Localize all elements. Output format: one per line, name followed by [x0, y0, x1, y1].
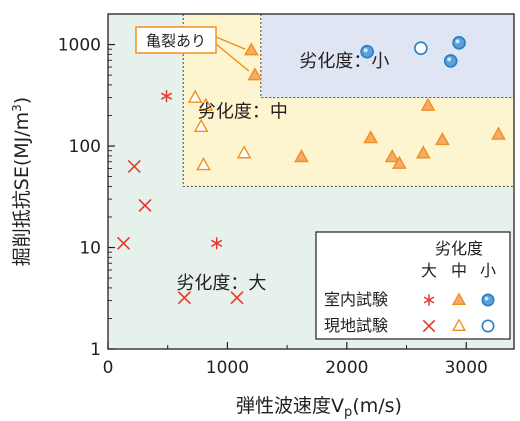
point-x-3 — [138, 198, 152, 212]
legend-column-1: 大 — [421, 261, 437, 280]
point-triangle-filled-1 — [243, 42, 259, 56]
zone-small-boundary — [260, 14, 514, 99]
point-x-5 — [230, 291, 244, 305]
point-triangle-filled-7 — [415, 145, 431, 159]
legend-marker-triangle-open — [451, 318, 467, 332]
point-triangle-filled-6 — [391, 155, 407, 169]
legend-marker-circle-open — [481, 319, 495, 333]
x-tick-label-4: 3000 — [445, 358, 488, 378]
point-triangle-filled-9 — [434, 131, 450, 146]
legend-column-3: 小 — [480, 261, 496, 280]
point-triangle-filled-2 — [247, 67, 263, 81]
x-axis-title-main: 弾性波速度V — [236, 395, 344, 417]
legend-marker-x — [422, 319, 436, 333]
axes — [107, 13, 515, 350]
point-circle-filled-1 — [360, 44, 374, 59]
point-triangle-open-4 — [196, 157, 211, 171]
point-circle-filled-3 — [452, 36, 466, 50]
point-circle-open-1 — [414, 41, 428, 56]
legend-box — [315, 231, 511, 340]
point-triangle-open-3 — [198, 97, 214, 111]
point-triangle-filled-5 — [384, 149, 400, 163]
marker-stroke — [422, 319, 436, 333]
x-axis-title: 弾性波速度Vp(m/s) — [236, 395, 402, 420]
y-axis-title: 掘削抵抗SE(MJ/m3) — [10, 97, 33, 266]
point-circle-filled-2-highlight — [447, 57, 452, 62]
point-triangle-open-1 — [187, 89, 203, 103]
point-triangle-filled-8 — [420, 97, 436, 111]
point-triangle-open-5 — [236, 145, 252, 159]
point-triangle-open-2 — [193, 118, 209, 132]
marker-stroke — [423, 296, 435, 304]
x-tick-label-1: 0 — [103, 358, 114, 378]
plot-frame — [107, 13, 515, 350]
point-circle-filled-2 — [443, 54, 458, 68]
zone-label-1: 劣化度：大 — [176, 273, 266, 294]
callout-box — [135, 26, 217, 54]
zone-small-region — [260, 14, 514, 98]
marker-stroke — [177, 291, 191, 305]
legend-marker-asterisk — [423, 294, 435, 306]
point-circle-filled-1-highlight — [363, 48, 368, 53]
x-tick-label-3: 2000 — [325, 358, 368, 378]
point-circle-filled-3-highlight — [455, 39, 460, 44]
callout-text: 亀裂あり — [146, 32, 206, 50]
marker-stroke — [138, 198, 152, 212]
point-triangle-filled-4 — [363, 130, 379, 144]
point-asterisk-1 — [160, 90, 173, 103]
point-x-2 — [127, 159, 141, 173]
y-axis-title-sup: 3 — [10, 104, 24, 112]
data-points — [116, 36, 506, 305]
point-triangle-filled-3 — [294, 149, 309, 163]
x-axis-title-unit: (m/s) — [352, 395, 402, 417]
legend-header: 劣化度 — [435, 239, 483, 258]
zone-label-2: 劣化度：中 — [198, 102, 288, 123]
point-asterisk-2 — [211, 237, 223, 250]
point-x-4 — [177, 291, 191, 305]
y-tick-label-1: 1 — [90, 340, 101, 360]
y-axis-title-main: 掘削抵抗SE(MJ/m — [11, 112, 33, 266]
zone-medium-boundary — [182, 14, 514, 187]
legend-marker-circle-filled-highlight — [484, 296, 489, 301]
y-tick-label-3: 100 — [69, 137, 101, 157]
x-tick-label-2: 1000 — [206, 358, 249, 378]
callout-leader — [215, 43, 250, 72]
callout-leader — [215, 36, 246, 50]
marker-stroke — [160, 92, 173, 100]
legend-row-1: 室内試験 — [324, 290, 388, 309]
y-tick-label-2: 10 — [79, 239, 101, 259]
legend-column-2: 中 — [451, 261, 467, 280]
legend-marker-triangle-filled — [451, 292, 467, 306]
point-triangle-filled-10 — [491, 126, 506, 140]
legend-marker-circle-filled — [481, 293, 495, 307]
chart-labels: 0 1000 2000 3000 1 10 100 1000 弾性波速度Vp(m/s) 掘削抵抗S… — [10, 26, 511, 420]
marker-stroke — [116, 236, 131, 250]
point-x-1 — [116, 236, 131, 250]
x-axis-title-sub: p — [344, 405, 352, 420]
legend-row-2: 現地試験 — [324, 316, 388, 335]
marker-stroke — [211, 239, 223, 247]
y-axis-title-end: ) — [11, 97, 33, 104]
zone-label-3: 劣化度：小 — [299, 51, 389, 72]
marker-stroke — [127, 159, 141, 173]
y-tick-label-4: 1000 — [58, 36, 101, 56]
marker-stroke — [230, 291, 244, 305]
